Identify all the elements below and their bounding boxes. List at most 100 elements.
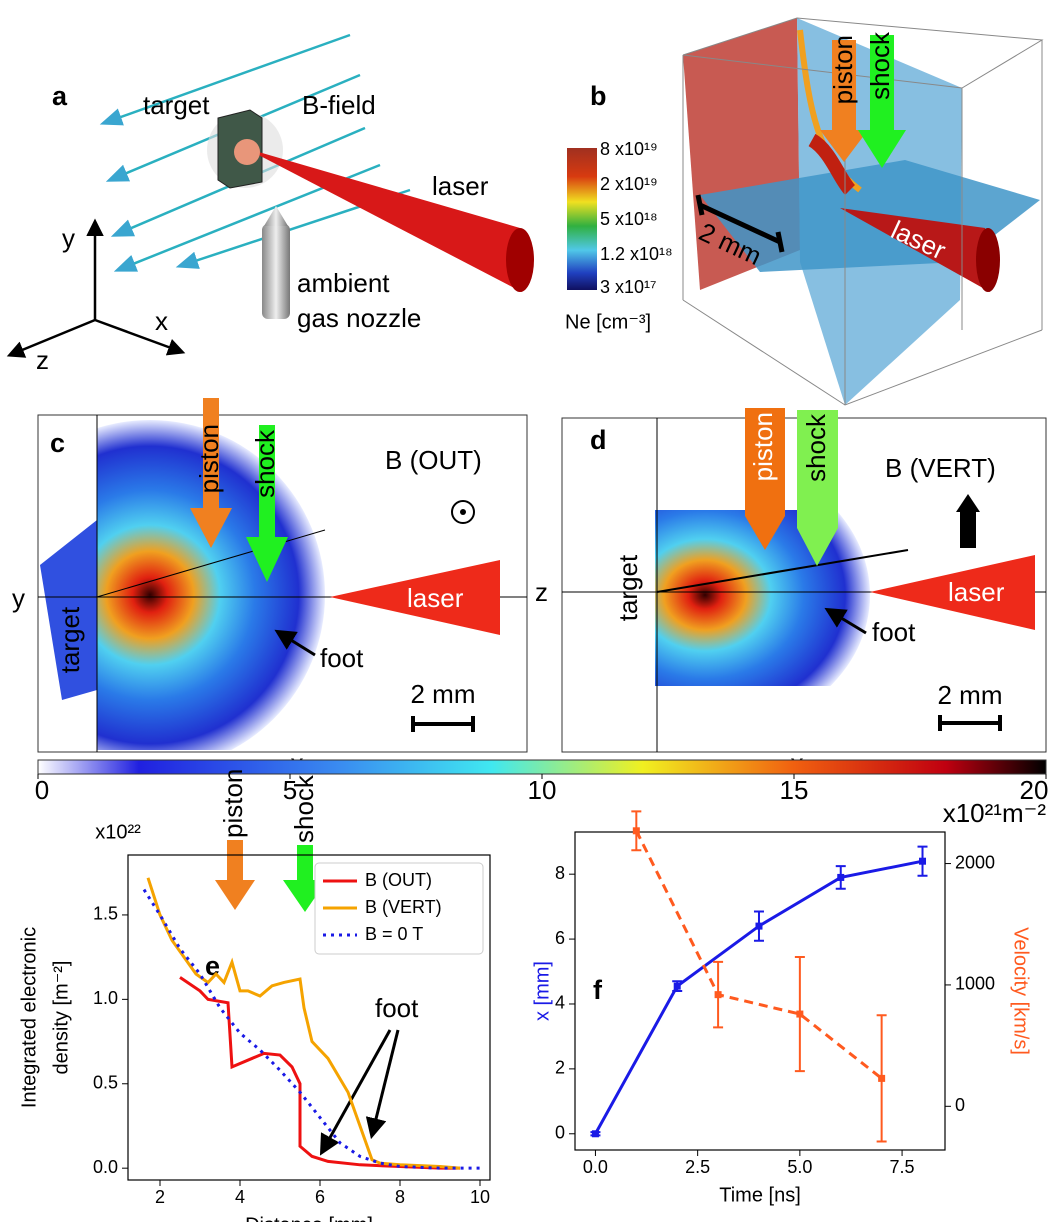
marker [837, 873, 845, 881]
y-axis-label: x [mm] [531, 961, 553, 1021]
label: shock [250, 429, 280, 498]
foot-arrow [824, 607, 867, 635]
panel-label: c [50, 428, 65, 458]
laser [870, 555, 1035, 630]
colorbar-label: 3 x10¹⁷ [600, 277, 657, 297]
foot-arrow [319, 1029, 392, 1156]
marker [673, 982, 681, 990]
shock-arrow [870, 35, 894, 130]
axis-name: y [62, 223, 75, 253]
plot-frame [574, 831, 946, 1151]
legend-frame [314, 862, 484, 955]
label: foot [320, 643, 364, 673]
colorbar-tick-label: 20 [1020, 775, 1049, 805]
marker [632, 827, 640, 835]
reference-line [656, 549, 909, 593]
piston-arrow [745, 408, 785, 516]
laser-beam [245, 148, 522, 292]
series-line [142, 888, 480, 1170]
piston-arrow [820, 130, 868, 162]
colorbar-tick-label: 5 [283, 775, 297, 805]
y-tick-label: 6 [555, 928, 565, 948]
axes-triad [6, 218, 186, 358]
cube [682, 17, 1044, 406]
colorbar-label: 5 x10¹⁸ [600, 209, 658, 229]
nozzle-tip [264, 206, 288, 226]
piston-arrow [227, 840, 243, 880]
scale-bar [695, 194, 785, 253]
label: target [55, 606, 85, 673]
scale-label: x10²² [95, 821, 141, 843]
label: ambient [297, 268, 390, 298]
label: piston [748, 412, 778, 481]
label: gas nozzle [297, 303, 421, 333]
label: target [143, 90, 210, 120]
colorbar-label: 1.2 x10¹⁸ [600, 244, 673, 264]
piston-arrow [203, 398, 219, 508]
marker [878, 1074, 886, 1082]
panel-b: b piston shock 8 x10¹⁹ 2 x10¹⁹ 5 x10¹⁸ 1… [565, 17, 1044, 406]
y-tick-label: 4 [555, 993, 565, 1013]
label: B-field [302, 90, 376, 120]
density-map [40, 520, 97, 700]
marker [714, 991, 722, 999]
x-tick-label: 7.5 [890, 1157, 915, 1177]
label: laser [407, 583, 464, 613]
marker [796, 1010, 804, 1018]
foot-arrow [274, 629, 316, 657]
panel-d: d piston shock B (VERT) z target laser f… [535, 408, 1047, 778]
marker [591, 1130, 599, 1138]
scale-label: 2 mm [938, 680, 1003, 710]
piston-arrow [215, 880, 255, 910]
piston-arrow [745, 516, 785, 550]
marker [919, 857, 927, 865]
piston-arrow [832, 40, 856, 130]
series-line [146, 877, 461, 1170]
shock-arrow [858, 130, 906, 168]
axis-name: z [36, 345, 49, 375]
colorbar: x10²¹m⁻² [37, 759, 1047, 828]
label: laser [432, 171, 489, 201]
shock-arrow [246, 537, 288, 582]
panel-label: b [590, 81, 607, 111]
y2-tick-label: 1000 [955, 974, 995, 994]
y2-axis-label: Velocity [km/s] [1010, 927, 1032, 1055]
y-tick-label: 0.0 [93, 1157, 118, 1177]
colorbar-tick-label: 15 [780, 775, 809, 805]
colorbar-strip [37, 759, 1047, 775]
x-tick-label: 2 [155, 1187, 165, 1207]
shock-arrow [297, 845, 313, 880]
reference-line [96, 529, 326, 598]
plot-frame [127, 854, 491, 1181]
panel-a: a target B-field laser ambient gas nozzl… [6, 33, 534, 375]
label: piston [194, 424, 224, 493]
label: B (VERT) [885, 453, 996, 483]
y-tick-label: 8 [555, 863, 565, 883]
colorbar [567, 148, 597, 290]
label: laser [948, 577, 1005, 607]
scale-label: 2 mm [411, 679, 476, 709]
y-axis-label: Integrated electronic [18, 927, 40, 1108]
x-tick-label: 4 [235, 1187, 245, 1207]
y-tick-label: 0.5 [93, 1073, 118, 1093]
x-tick-label: 0.0 [583, 1157, 608, 1177]
x-tick-label: 5.0 [787, 1157, 812, 1177]
x-tick-label: 10 [470, 1187, 490, 1207]
x-tick-label: 2.5 [685, 1157, 710, 1177]
y-tick-label: 0 [555, 1123, 565, 1143]
axis-name: z [535, 577, 548, 607]
foot-arrow [365, 1029, 400, 1140]
y-axis-label: density [m⁻²] [50, 961, 72, 1075]
x-axis-label: Time [ns] [719, 1184, 801, 1206]
axis-name: y [12, 583, 25, 613]
y-tick-label: 2 [555, 1058, 565, 1078]
annotation: piston [218, 769, 248, 838]
y-tick-label: 1.0 [93, 988, 118, 1008]
panel-c: c piston shock B (OUT) y target laser fo… [12, 398, 528, 778]
y-tick-label: 1.5 [93, 904, 118, 924]
colorbar-title: Ne [cm⁻³] [565, 311, 651, 333]
scale-bar [411, 716, 475, 732]
y2-tick-label: 0 [955, 1095, 965, 1115]
legend-label: B = 0 T [365, 924, 423, 944]
